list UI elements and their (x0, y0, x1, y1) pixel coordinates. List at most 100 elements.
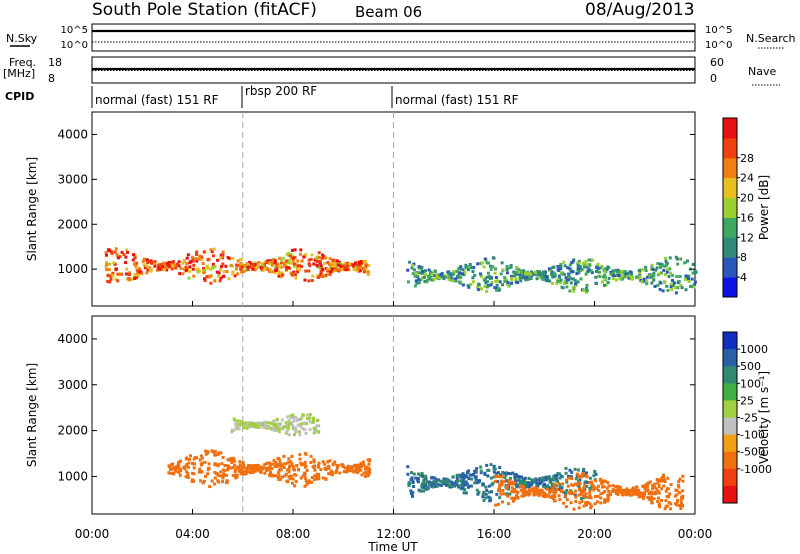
range-cell (213, 453, 217, 457)
range-cell (479, 272, 482, 276)
range-cell (296, 259, 300, 263)
range-cell (169, 263, 173, 267)
colorbar-tick-label: 500 (740, 360, 761, 373)
range-cell (304, 477, 308, 481)
range-cell (108, 262, 112, 266)
range-cell (235, 473, 239, 477)
range-cell (110, 250, 113, 254)
x-tick-label: 12:00 (376, 527, 411, 541)
colorbar-segment (723, 332, 737, 350)
range-cell (579, 277, 583, 281)
range-cell (658, 505, 662, 509)
range-cell (198, 467, 202, 471)
range-cell (675, 493, 679, 497)
range-cell (580, 500, 584, 503)
range-cell (571, 492, 575, 496)
range-cell (105, 260, 108, 264)
range-cell (168, 265, 172, 269)
range-cell (527, 477, 531, 480)
range-cell (213, 264, 217, 268)
range-cell (298, 457, 302, 461)
range-cell (271, 462, 275, 466)
range-cell (182, 465, 186, 469)
range-cell (590, 504, 593, 508)
range-cell (233, 470, 237, 474)
range-cell (544, 478, 548, 482)
range-cell (266, 259, 270, 263)
range-cell (487, 271, 490, 275)
range-cell (414, 476, 418, 480)
range-cell (529, 277, 533, 280)
range-cell (276, 428, 280, 432)
range-cell (683, 278, 687, 281)
freq-label: Freq. (9, 56, 36, 69)
range-cell (248, 265, 252, 269)
range-cell (309, 257, 313, 261)
range-cell (663, 264, 667, 268)
range-cell (631, 486, 635, 490)
range-cell (429, 270, 433, 274)
range-cell (231, 270, 235, 274)
range-cell (561, 286, 565, 290)
range-cell (585, 484, 589, 488)
range-cell (559, 490, 563, 494)
range-cell (671, 273, 675, 277)
range-cell (357, 260, 361, 264)
range-cell (472, 266, 476, 269)
range-cell (470, 477, 474, 481)
range-cell (661, 264, 665, 268)
range-cell (684, 288, 688, 292)
range-cell (209, 281, 213, 285)
range-cell (482, 490, 486, 494)
range-cell (553, 484, 557, 488)
range-cell (287, 470, 291, 474)
range-cell (210, 449, 214, 453)
range-cell (283, 264, 287, 268)
range-cell (281, 256, 285, 260)
nave-label: Nave (748, 65, 776, 78)
range-cell (475, 467, 479, 471)
cpid-label: CPID (5, 90, 34, 103)
range-cell (492, 256, 496, 260)
range-cell (217, 452, 221, 456)
colorbar-segment (723, 366, 737, 384)
range-cell (260, 467, 264, 471)
range-cell (284, 472, 288, 476)
range-cell (212, 247, 216, 251)
range-cell (188, 457, 191, 461)
range-cell (132, 253, 135, 257)
range-cell (669, 507, 672, 511)
range-cell (242, 466, 245, 469)
range-cell (520, 494, 524, 498)
range-cell (498, 485, 502, 489)
range-cell (536, 272, 540, 276)
range-cell (127, 271, 131, 275)
x-tick-label: 04:00 (175, 527, 210, 541)
range-cell (606, 481, 610, 485)
range-cell (538, 477, 542, 481)
range-cell (338, 471, 342, 475)
range-cell (319, 273, 323, 276)
range-cell (662, 268, 666, 272)
range-cell (186, 472, 190, 476)
range-cell (603, 500, 607, 504)
range-cell (579, 268, 582, 272)
range-cell (199, 479, 203, 483)
range-cell (362, 270, 366, 274)
range-cell (603, 273, 607, 277)
range-cell (517, 477, 521, 481)
range-cell (564, 491, 568, 495)
range-cell (167, 260, 171, 264)
range-cell (489, 264, 492, 268)
range-cell (535, 277, 539, 281)
range-cell (320, 267, 324, 271)
range-cell (138, 270, 142, 274)
range-cell (561, 482, 565, 486)
range-cell (299, 248, 303, 252)
range-cell (318, 259, 322, 263)
nsearch-tick-bottom: 10^0 (705, 40, 732, 51)
range-cell (310, 279, 314, 282)
y-tick-label: 2000 (57, 217, 88, 231)
range-cell (479, 274, 483, 278)
